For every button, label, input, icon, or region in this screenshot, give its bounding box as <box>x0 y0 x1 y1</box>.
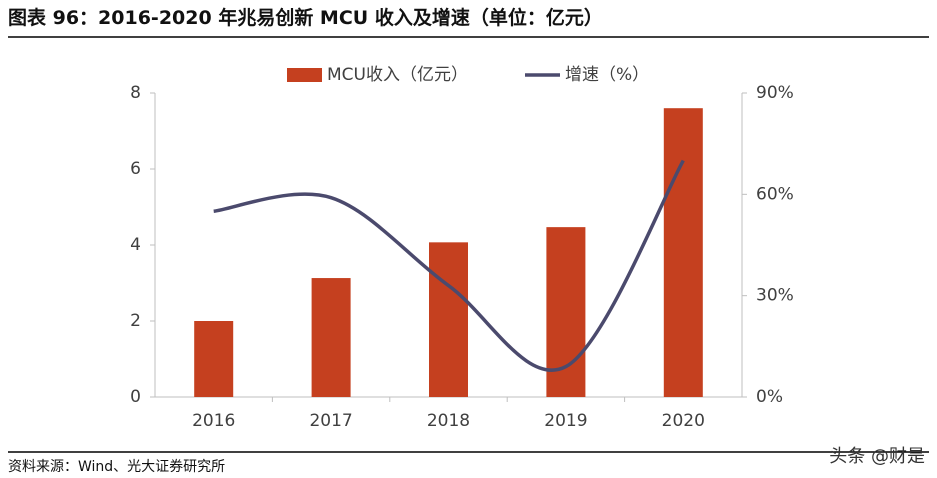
y-tick-label: 4 <box>130 235 141 255</box>
bar <box>194 321 234 397</box>
x-tick-label: 2016 <box>192 411 235 431</box>
y2-tick-label: 60% <box>756 184 794 204</box>
y-tick-label: 2 <box>130 311 141 331</box>
y-tick-label: 8 <box>130 83 141 103</box>
bar <box>663 108 703 397</box>
x-tick-label: 2019 <box>544 411 587 431</box>
legend-swatch <box>287 68 322 82</box>
x-tick-label: 2020 <box>662 411 705 431</box>
bar <box>311 278 351 397</box>
x-tick-label: 2018 <box>427 411 470 431</box>
y2-tick-label: 90% <box>756 83 794 103</box>
line <box>213 159 685 372</box>
chart-title: 图表 96：2016-2020 年兆易创新 MCU 收入及增速（单位：亿元） <box>8 6 603 29</box>
watermark: 头条 @财是 <box>829 446 925 467</box>
y-tick-label: 6 <box>130 159 141 179</box>
y2-tick-label: 0% <box>756 387 783 407</box>
legend-label: MCU收入（亿元） <box>327 65 468 85</box>
y-tick-label: 0 <box>130 387 141 407</box>
legend-label: 增速（%） <box>565 65 649 85</box>
bar <box>429 242 468 397</box>
x-tick-label: 2017 <box>309 411 352 431</box>
y2-tick-label: 30% <box>756 286 794 306</box>
source: 资料来源：Wind、光大证券研究所 <box>8 459 225 475</box>
